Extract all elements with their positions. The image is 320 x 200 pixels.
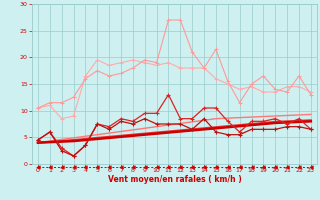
- X-axis label: Vent moyen/en rafales ( km/h ): Vent moyen/en rafales ( km/h ): [108, 175, 241, 184]
